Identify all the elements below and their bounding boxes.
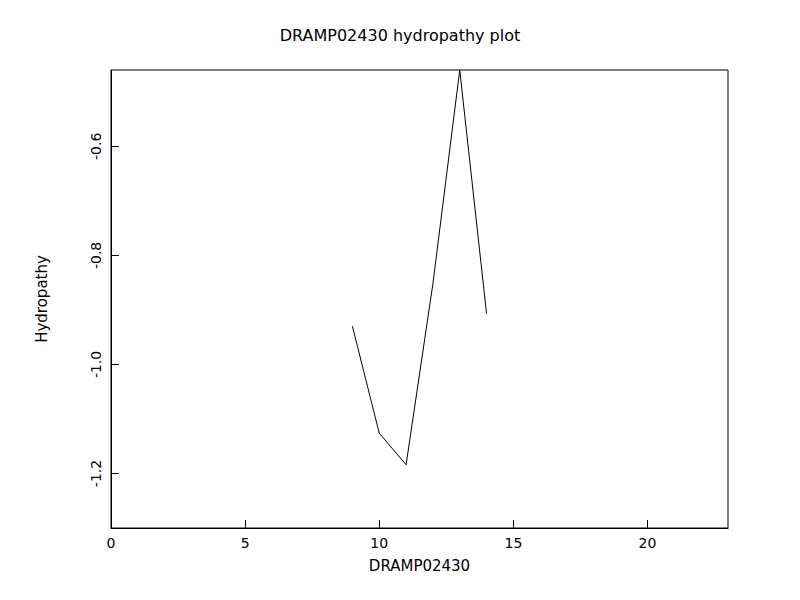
svg-text:DRAMP02430: DRAMP02430 [369,557,470,575]
svg-text:0: 0 [107,535,116,551]
svg-text:-1.0: -1.0 [88,351,104,378]
svg-text:-0.6: -0.6 [88,133,104,160]
svg-text:Hydropathy: Hydropathy [33,255,51,343]
svg-text:-0.8: -0.8 [88,242,104,269]
svg-text:-1.2: -1.2 [88,460,104,487]
svg-text:20: 20 [639,535,657,551]
svg-text:5: 5 [241,535,250,551]
svg-text:DRAMP02430 hydropathy plot: DRAMP02430 hydropathy plot [280,26,521,45]
svg-text:10: 10 [370,535,388,551]
svg-text:15: 15 [504,535,522,551]
